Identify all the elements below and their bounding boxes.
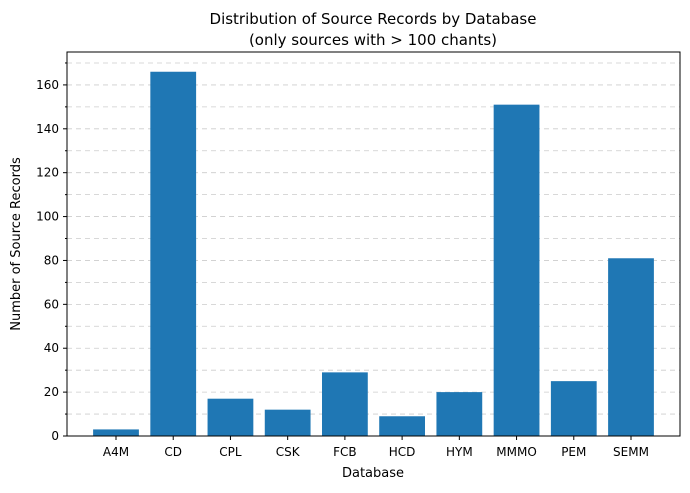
x-tick-label: HCD	[389, 445, 416, 459]
bar-a4m	[93, 429, 139, 436]
y-tick-label: 60	[44, 297, 59, 311]
x-tick-label: CSK	[276, 445, 301, 459]
x-tick-label: PEM	[561, 445, 586, 459]
x-tick-label: CPL	[219, 445, 242, 459]
x-tick-label: HYM	[446, 445, 473, 459]
x-axis-label: Database	[342, 466, 404, 481]
x-tick-label: MMMO	[496, 445, 537, 459]
x-tick-label: A4M	[103, 445, 129, 459]
y-tick-label: 100	[36, 210, 59, 224]
bars	[93, 71, 654, 437]
x-axis: A4M CD CPL CSK FCB HCD HYM MMMO PEM SEMM	[103, 436, 649, 459]
bar-hcd	[379, 416, 425, 436]
chart-title: Distribution of Source Records by Databa…	[210, 10, 537, 28]
x-tick-label: SEMM	[613, 445, 649, 459]
bar-pem	[550, 381, 597, 436]
y-tick-label: 160	[36, 78, 59, 92]
bar-mmmo	[493, 104, 540, 437]
y-tick-label: 80	[44, 253, 59, 267]
y-tick-label: 140	[36, 122, 59, 136]
y-tick-label: 0	[51, 429, 59, 443]
y-axis: 0 20 40 60 80 100 120 140 160	[36, 62, 67, 443]
x-tick-label: CD	[164, 445, 182, 459]
bar-cd	[150, 71, 197, 437]
bar-csk	[264, 409, 311, 436]
chart-subtitle: (only sources with > 100 chants)	[249, 31, 497, 49]
x-tick-label: FCB	[333, 445, 357, 459]
y-axis-label: Number of Source Records	[9, 157, 24, 331]
y-tick-label: 20	[44, 385, 59, 399]
y-tick-label: 40	[44, 341, 59, 355]
y-tick-label: 120	[36, 166, 59, 180]
bar-hym	[436, 392, 483, 436]
plot-frame	[66, 51, 681, 437]
bar-fcb	[322, 372, 368, 436]
bar-cpl	[207, 398, 254, 436]
bar-semm	[608, 258, 654, 436]
